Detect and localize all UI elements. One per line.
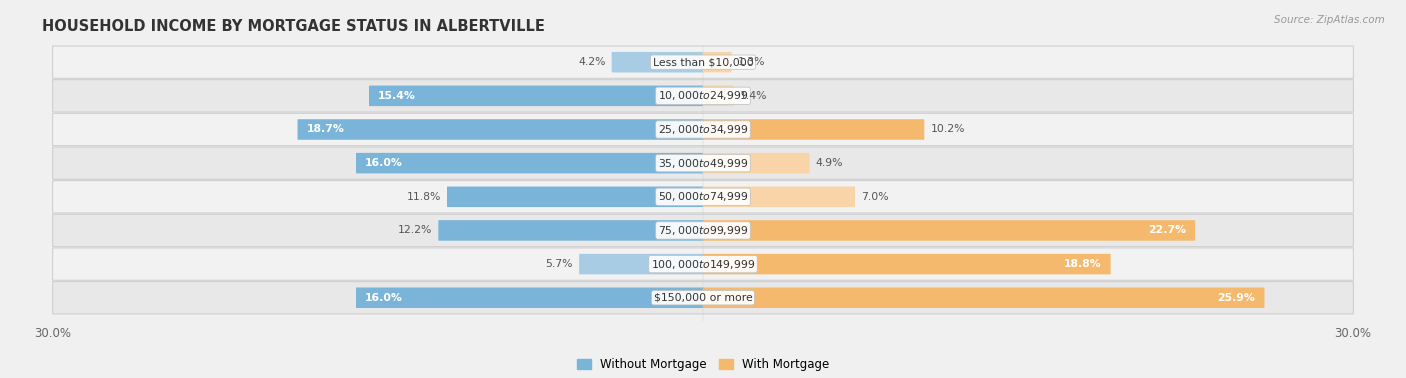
FancyBboxPatch shape (703, 220, 1195, 241)
FancyBboxPatch shape (52, 147, 1354, 179)
Text: 12.2%: 12.2% (398, 225, 432, 235)
Text: 25.9%: 25.9% (1218, 293, 1256, 303)
Text: $50,000 to $74,999: $50,000 to $74,999 (658, 190, 748, 203)
FancyBboxPatch shape (52, 181, 1354, 213)
FancyBboxPatch shape (703, 119, 924, 140)
Text: 22.7%: 22.7% (1149, 225, 1187, 235)
FancyBboxPatch shape (356, 153, 703, 174)
FancyBboxPatch shape (703, 254, 1111, 274)
FancyBboxPatch shape (703, 186, 855, 207)
Text: $25,000 to $34,999: $25,000 to $34,999 (658, 123, 748, 136)
FancyBboxPatch shape (356, 288, 703, 308)
FancyBboxPatch shape (703, 153, 810, 174)
Text: $75,000 to $99,999: $75,000 to $99,999 (658, 224, 748, 237)
Text: 18.8%: 18.8% (1064, 259, 1102, 269)
FancyBboxPatch shape (703, 52, 731, 73)
FancyBboxPatch shape (52, 46, 1354, 78)
FancyBboxPatch shape (368, 85, 703, 106)
Text: $150,000 or more: $150,000 or more (654, 293, 752, 303)
FancyBboxPatch shape (52, 282, 1354, 314)
FancyBboxPatch shape (298, 119, 703, 140)
FancyBboxPatch shape (447, 186, 703, 207)
Text: 7.0%: 7.0% (860, 192, 889, 202)
Text: 4.2%: 4.2% (578, 57, 606, 67)
Text: $10,000 to $24,999: $10,000 to $24,999 (658, 89, 748, 102)
Text: 10.2%: 10.2% (931, 124, 965, 135)
FancyBboxPatch shape (52, 113, 1354, 146)
Text: 18.7%: 18.7% (307, 124, 344, 135)
Text: 16.0%: 16.0% (366, 158, 404, 168)
Text: 15.4%: 15.4% (378, 91, 416, 101)
Text: $35,000 to $49,999: $35,000 to $49,999 (658, 156, 748, 170)
FancyBboxPatch shape (52, 214, 1354, 246)
FancyBboxPatch shape (703, 85, 734, 106)
Text: Less than $10,000: Less than $10,000 (652, 57, 754, 67)
Text: HOUSEHOLD INCOME BY MORTGAGE STATUS IN ALBERTVILLE: HOUSEHOLD INCOME BY MORTGAGE STATUS IN A… (42, 20, 546, 34)
Text: $100,000 to $149,999: $100,000 to $149,999 (651, 257, 755, 271)
FancyBboxPatch shape (52, 248, 1354, 280)
Text: 5.7%: 5.7% (546, 259, 574, 269)
FancyBboxPatch shape (52, 80, 1354, 112)
FancyBboxPatch shape (579, 254, 703, 274)
FancyBboxPatch shape (612, 52, 703, 73)
Text: 4.9%: 4.9% (815, 158, 844, 168)
Text: 1.3%: 1.3% (738, 57, 765, 67)
FancyBboxPatch shape (439, 220, 703, 241)
Text: 11.8%: 11.8% (406, 192, 441, 202)
Text: Source: ZipAtlas.com: Source: ZipAtlas.com (1274, 15, 1385, 25)
FancyBboxPatch shape (703, 288, 1264, 308)
Text: 16.0%: 16.0% (366, 293, 404, 303)
Text: 1.4%: 1.4% (740, 91, 768, 101)
Legend: Without Mortgage, With Mortgage: Without Mortgage, With Mortgage (572, 354, 834, 376)
